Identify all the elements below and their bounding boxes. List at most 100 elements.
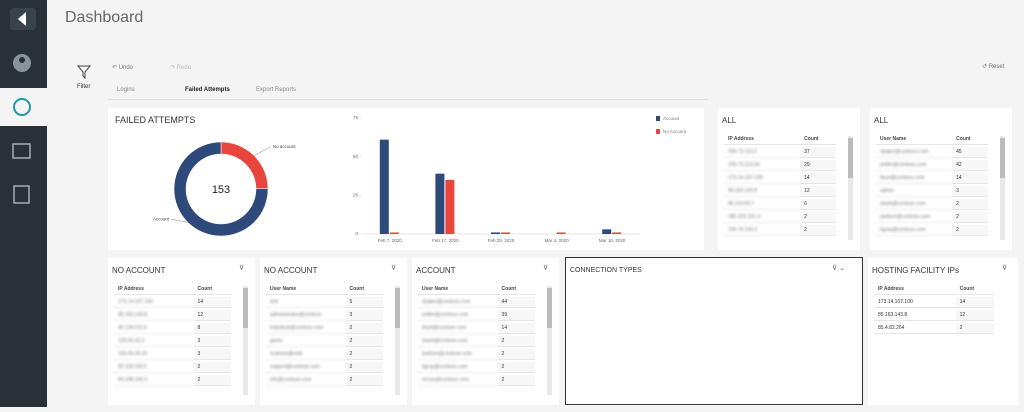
- name-cell: guest: [266, 336, 346, 347]
- column-header: Count: [497, 284, 535, 295]
- count-cell: 2: [800, 225, 836, 236]
- name-cell: jmiller@contoso.com: [876, 160, 953, 171]
- name-cell: info@contoso.com: [266, 375, 346, 386]
- count-cell: 37: [800, 147, 836, 158]
- count-cell: 39: [497, 310, 535, 321]
- name-cell: 128.90.43.2: [114, 336, 194, 347]
- name-cell: tstark@contoso.com: [418, 336, 498, 347]
- count-cell: 8: [193, 323, 231, 334]
- connection-types-panel: CONNECTION TYPES ⊽ ⌄: [565, 257, 863, 405]
- table-filter[interactable]: ⊽: [239, 265, 245, 272]
- tab[interactable]: Export Reports: [256, 87, 297, 93]
- name-cell: administrator@contoso: [266, 310, 346, 321]
- redo-label: Redo: [176, 65, 192, 71]
- settings-icon[interactable]: [13, 185, 30, 204]
- name-cell: 89.248.165.3: [114, 375, 194, 386]
- scrollbar[interactable]: [243, 286, 248, 395]
- name-cell: kgray@contoso.com: [876, 225, 953, 236]
- count-cell: 2: [955, 323, 994, 334]
- filter-icon[interactable]: [76, 64, 92, 80]
- count-cell: 6: [800, 199, 836, 210]
- redo-button[interactable]: ↷ Redo: [170, 65, 192, 71]
- name-cell: 109.70.100.3: [724, 225, 801, 236]
- scroll-thumb: [395, 288, 400, 328]
- table-panel: ALL IP Address Count 209.73.113.2 37 209.73.1…: [718, 108, 860, 250]
- name-cell: sbaker@contoso.com: [876, 147, 953, 158]
- name-cell: 173.14.107.100: [874, 297, 956, 308]
- name-cell: jmiller@contoso.com: [418, 310, 498, 321]
- count-cell: 14: [800, 173, 836, 184]
- name-cell: 173.14.107.100: [114, 297, 194, 308]
- table-title: ACCOUNT: [416, 266, 456, 275]
- active-nav[interactable]: [0, 88, 47, 126]
- undo-button[interactable]: ↶ Undo: [112, 65, 134, 71]
- name-cell: 99.163.143.8: [724, 186, 801, 197]
- sidebar-icons: [0, 8, 47, 204]
- sidebar: [0, 0, 47, 407]
- name-cell: 173.14.107.100: [724, 173, 801, 184]
- scrollbar[interactable]: [848, 136, 853, 240]
- panel-controls[interactable]: ⊽ ⌄: [832, 265, 845, 272]
- tab-active[interactable]: Failed Attempts: [185, 87, 230, 93]
- count-cell: 2: [345, 336, 383, 347]
- name-cell: 85.4.82.264: [874, 323, 956, 334]
- column-header: IP Address: [114, 284, 194, 295]
- name-cell: 85.163.143.8: [114, 310, 194, 321]
- table-title: HOSTING FACILITY IPs: [872, 266, 959, 275]
- column-header: Count: [955, 284, 994, 295]
- reset-button[interactable]: ↺ Reset: [982, 64, 1005, 70]
- name-cell: 45.134.212.6: [114, 323, 194, 334]
- count-cell: 2: [345, 362, 383, 373]
- name-cell: sbaker@contoso.com: [418, 297, 498, 308]
- column-header: Count: [193, 284, 231, 295]
- page-title: Dashboard: [65, 9, 144, 26]
- count-cell: 2: [345, 323, 383, 334]
- dashboard-icon: [13, 98, 31, 116]
- scrollbar[interactable]: [547, 286, 552, 395]
- name-cell: admin: [876, 186, 953, 197]
- name-cell: 92.118.160.5: [114, 362, 194, 373]
- profile-head: [19, 57, 25, 63]
- column-header: IP Address: [724, 134, 801, 145]
- table-title: NO ACCOUNT: [264, 266, 318, 275]
- scroll-thumb: [243, 288, 248, 328]
- reports-icon[interactable]: [12, 143, 31, 159]
- column-header: Count: [952, 134, 988, 145]
- failed-attempts-panel: FAILED ATTEMPTS: [108, 108, 704, 250]
- count-cell: 3: [345, 310, 383, 321]
- count-cell: 3: [193, 336, 231, 347]
- count-cell: 12: [193, 310, 231, 321]
- donut-title: FAILED ATTEMPTS: [115, 115, 196, 125]
- count-cell: 14: [952, 173, 988, 184]
- filter-label[interactable]: Filter: [77, 84, 91, 90]
- scrollbar[interactable]: [395, 286, 400, 395]
- column-header: Count: [345, 284, 383, 295]
- table-panel: ACCOUNT ⊽ User Name Count sbaker@contoso.com…: [412, 258, 559, 405]
- scroll-thumb: [848, 138, 853, 178]
- table-filter[interactable]: ⊽: [543, 265, 549, 272]
- table-filter[interactable]: ⊽: [391, 265, 397, 272]
- tab-rule: [108, 99, 708, 100]
- scrollbar[interactable]: [1000, 136, 1005, 240]
- count-cell: 14: [497, 323, 535, 334]
- count-cell: 3: [193, 349, 231, 360]
- name-cell: scanner@mail: [266, 349, 346, 360]
- column-header: User Name: [418, 284, 498, 295]
- column-header: Count: [800, 134, 836, 145]
- tab[interactable]: Logins: [117, 87, 135, 93]
- count-cell: 5: [345, 297, 383, 308]
- count-cell: 2: [497, 375, 535, 386]
- table-title: ALL: [874, 116, 889, 125]
- table-panel: NO ACCOUNT ⊽ User Name Count test 5 administra…: [260, 258, 407, 405]
- table-title: ALL: [722, 116, 737, 125]
- name-cell: 193.56.28.10: [114, 349, 194, 360]
- column-header: User Name: [876, 134, 953, 145]
- name-cell: 209.73.113.54: [724, 160, 801, 171]
- count-cell: 44: [497, 297, 535, 308]
- table-filter[interactable]: ⊽: [1002, 265, 1008, 272]
- count-cell: 2: [952, 199, 988, 210]
- count-cell: 2: [345, 375, 383, 386]
- name-cell: pwilson@contoso.com: [876, 212, 953, 223]
- name-cell: tstark@contoso.com: [876, 199, 953, 210]
